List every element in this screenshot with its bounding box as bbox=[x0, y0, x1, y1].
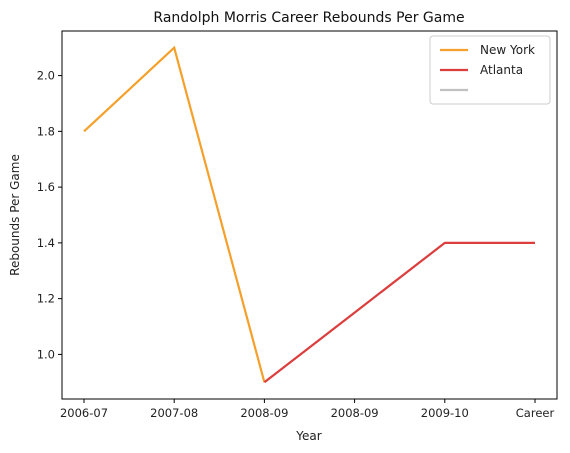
x-tick-label: 2006-07 bbox=[60, 406, 108, 420]
x-tick-label: 2008-09 bbox=[331, 406, 379, 420]
y-tick-label: 2.0 bbox=[37, 69, 55, 83]
chart-title: Randolph Morris Career Rebounds Per Game bbox=[153, 10, 464, 26]
legend-label: Atlanta bbox=[480, 63, 523, 77]
y-tick-label: 1.2 bbox=[37, 292, 55, 306]
legend-label: New York bbox=[480, 43, 535, 57]
y-tick-label: 1.8 bbox=[37, 124, 55, 138]
plot-area bbox=[61, 30, 558, 400]
x-tick-label: 2008-09 bbox=[240, 406, 288, 420]
x-tick-label: 2009-10 bbox=[421, 406, 469, 420]
x-axis: 2006-07 2007-08 2008-09 2008-09 2009-10 Caree… bbox=[60, 399, 555, 420]
y-tick-label: 1.6 bbox=[37, 180, 55, 194]
series-line-0 bbox=[83, 45, 266, 383]
x-tick-label: 2007-08 bbox=[150, 406, 198, 420]
y-axis-label: Rebounds Per Game bbox=[8, 154, 22, 276]
y-tick-label: 1.0 bbox=[37, 347, 55, 361]
y-axis: 1.0 1.2 1.4 1.6 1.8 2.0 bbox=[37, 69, 62, 361]
legend: New York Atlanta bbox=[429, 35, 551, 105]
legend-box bbox=[429, 35, 551, 105]
series-line-1 bbox=[263, 241, 535, 384]
x-axis-label: Year bbox=[295, 429, 321, 443]
series-lines bbox=[83, 45, 535, 384]
x-tick-label: Career bbox=[516, 406, 555, 420]
y-tick-label: 1.4 bbox=[37, 236, 55, 250]
